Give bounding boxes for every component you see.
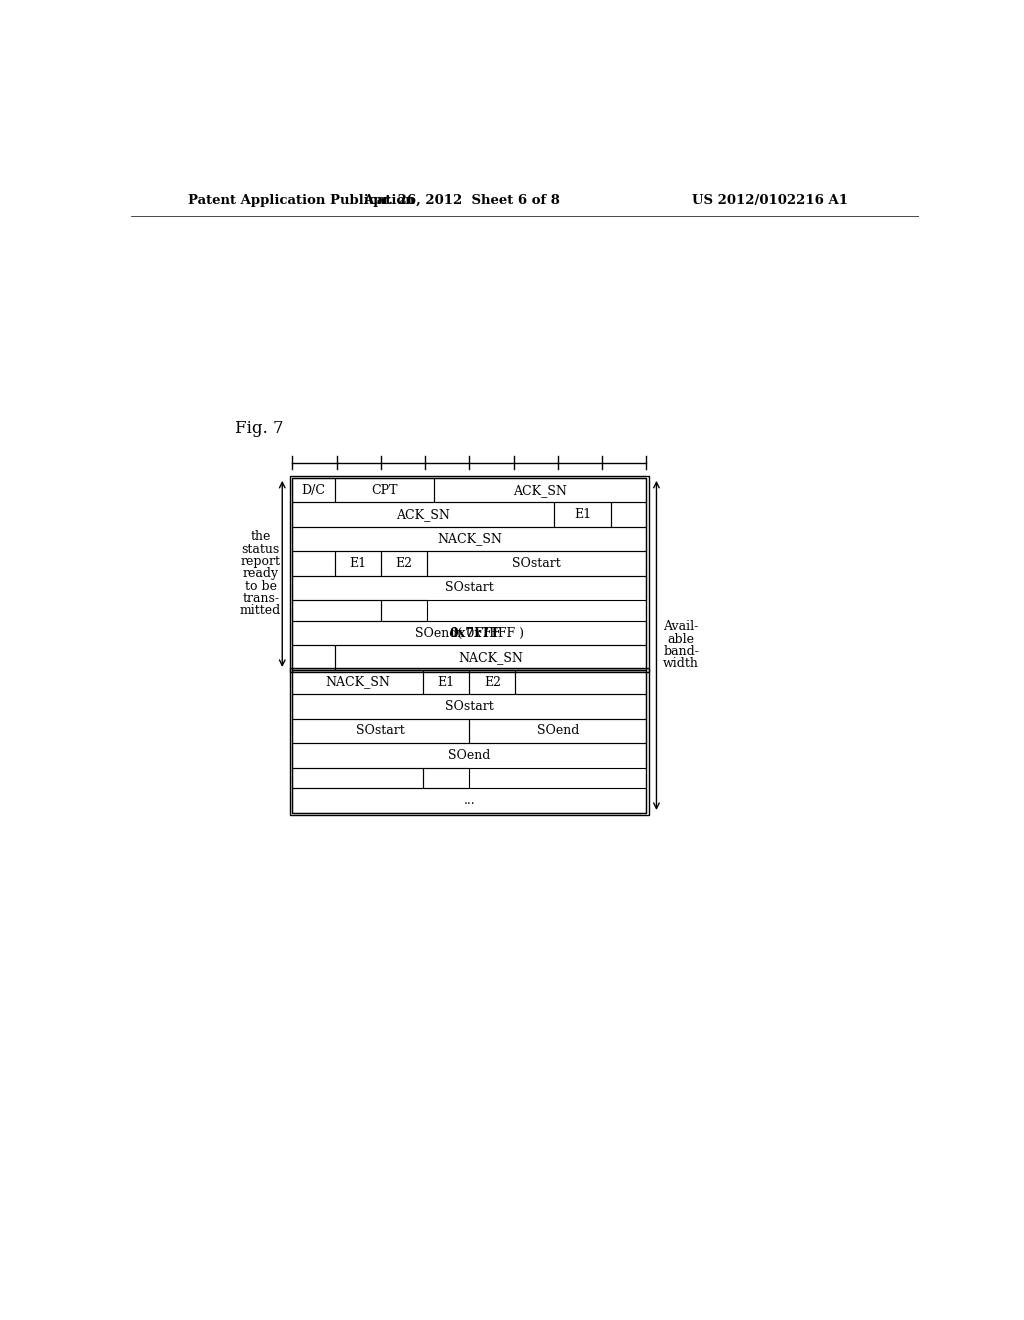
Bar [292, 620, 646, 645]
Text: 0x7FFF: 0x7FFF [450, 627, 501, 640]
Bar [292, 552, 335, 576]
Bar [292, 743, 646, 768]
Bar [554, 503, 611, 527]
Text: to be: to be [245, 579, 276, 593]
Bar [292, 503, 554, 527]
Text: NACK_SN: NACK_SN [326, 676, 390, 689]
Bar [292, 576, 646, 601]
Text: width: width [664, 657, 699, 671]
Text: E1: E1 [349, 557, 367, 570]
Text: SOstart: SOstart [512, 557, 561, 570]
Bar [515, 669, 646, 694]
Bar [381, 552, 427, 576]
Text: report: report [241, 556, 281, 568]
Bar [611, 503, 646, 527]
Text: Fig. 7: Fig. 7 [234, 420, 283, 437]
Text: ACK_SN: ACK_SN [513, 483, 567, 496]
Text: SOstart: SOstart [445, 700, 494, 713]
Bar [427, 552, 646, 576]
Text: NACK_SN: NACK_SN [437, 532, 502, 545]
Text: NACK_SN: NACK_SN [458, 651, 523, 664]
Bar [469, 719, 646, 743]
Text: Patent Application Publication: Patent Application Publication [188, 194, 415, 207]
Bar [292, 478, 646, 669]
Bar [335, 645, 646, 669]
Text: the: the [251, 531, 271, 544]
Text: E2: E2 [484, 676, 501, 689]
Bar [292, 645, 335, 669]
Bar [292, 788, 646, 813]
Text: CPT: CPT [371, 483, 397, 496]
Bar [381, 601, 427, 620]
Text: Avail-: Avail- [664, 620, 698, 634]
Bar [335, 478, 434, 503]
Text: band-: band- [664, 645, 699, 659]
Bar [290, 668, 649, 816]
Text: SOend: SOend [537, 725, 580, 738]
Text: mitted: mitted [240, 605, 282, 618]
Bar [292, 527, 646, 552]
Text: E1: E1 [438, 676, 455, 689]
Text: E1: E1 [574, 508, 591, 521]
Bar [292, 694, 646, 719]
Bar [292, 478, 335, 503]
Bar [335, 552, 381, 576]
Text: SOstart: SOstart [356, 725, 406, 738]
Text: ACK_SN: ACK_SN [396, 508, 451, 521]
Bar [423, 669, 469, 694]
Text: SOstart: SOstart [445, 582, 494, 594]
Text: ready: ready [243, 568, 279, 581]
Bar [434, 478, 646, 503]
Bar [290, 475, 649, 672]
Text: able: able [668, 632, 694, 645]
Text: trans-: trans- [243, 593, 280, 605]
Text: SOend( 0x7FFF ): SOend( 0x7FFF ) [415, 627, 524, 640]
Text: E2: E2 [395, 557, 413, 570]
Bar [292, 601, 381, 620]
Bar [292, 768, 423, 788]
Bar [292, 669, 423, 694]
Text: US 2012/0102216 A1: US 2012/0102216 A1 [691, 194, 848, 207]
Text: status: status [242, 543, 280, 556]
Bar [423, 768, 469, 788]
Text: ...: ... [464, 795, 475, 807]
Text: D/C: D/C [301, 483, 326, 496]
Bar [469, 669, 515, 694]
Bar [292, 719, 469, 743]
Bar [292, 669, 646, 813]
Text: Apr. 26, 2012  Sheet 6 of 8: Apr. 26, 2012 Sheet 6 of 8 [364, 194, 560, 207]
Text: SOend: SOend [449, 748, 490, 762]
